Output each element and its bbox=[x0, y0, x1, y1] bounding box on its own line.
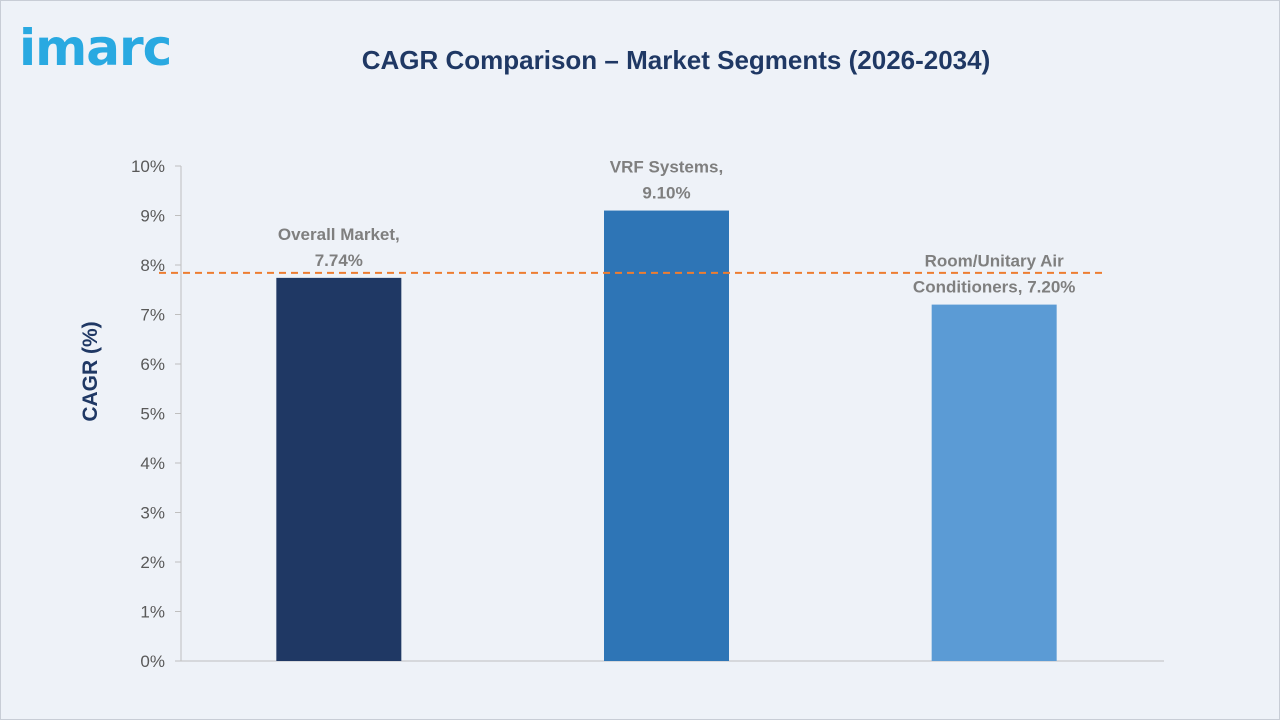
y-tick-label: 4% bbox=[140, 454, 165, 473]
y-tick-label: 5% bbox=[140, 405, 165, 424]
bar-room-unitary-air-conditioners bbox=[931, 304, 1057, 661]
data-labels-group: Overall Market, 7.74% VRF Systems, 9.10% Roo… bbox=[278, 158, 1076, 297]
data-label: 9.10% bbox=[642, 184, 690, 203]
y-tick-label: 6% bbox=[140, 355, 165, 374]
bar-overall-market bbox=[276, 277, 402, 661]
y-tick-label: 0% bbox=[140, 652, 165, 671]
bars-group bbox=[276, 210, 1057, 662]
y-tick-label: 8% bbox=[140, 256, 165, 275]
y-axis-ticks: 0% 1% 2% 3% 4% 5% 6% 7% 8% 9% 10% bbox=[131, 157, 181, 671]
y-tick-label: 9% bbox=[140, 207, 165, 226]
y-tick-label: 3% bbox=[140, 504, 165, 523]
y-tick-label: 2% bbox=[140, 553, 165, 572]
chart-title: CAGR Comparison – Market Segments (2026-… bbox=[361, 45, 991, 75]
y-tick-label: 10% bbox=[131, 157, 165, 176]
y-tick-label: 7% bbox=[140, 306, 165, 325]
y-axis-label: CAGR (%) bbox=[79, 321, 102, 421]
data-label: Overall Market, bbox=[278, 225, 400, 244]
data-label: 7.74% bbox=[315, 251, 363, 270]
bar-vrf-systems bbox=[604, 210, 729, 662]
logo-text: imarc bbox=[19, 19, 172, 77]
brand-logo: imarc bbox=[19, 23, 172, 73]
y-tick-label: 1% bbox=[140, 603, 165, 622]
data-label: Conditioners, 7.20% bbox=[913, 278, 1075, 297]
data-label: Room/Unitary Air bbox=[925, 252, 1065, 271]
data-label: VRF Systems, bbox=[610, 158, 723, 177]
